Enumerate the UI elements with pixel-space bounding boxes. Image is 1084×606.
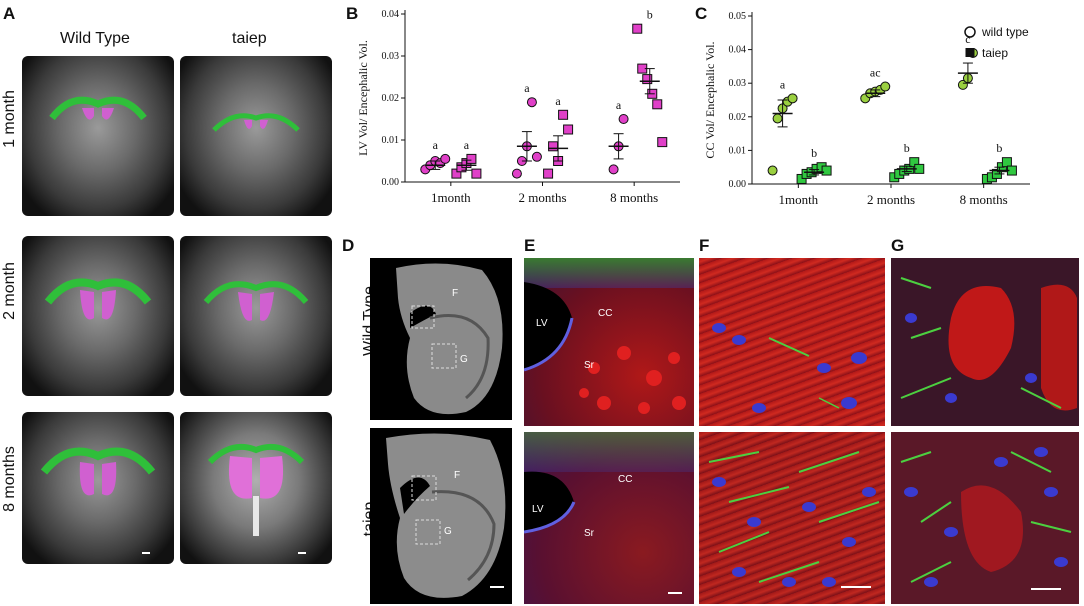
significance-letter: b — [811, 146, 817, 160]
y-tick-label: 0.03 — [382, 51, 400, 62]
region-label-cc-wt: CC — [598, 308, 613, 319]
significance-letter: a — [464, 138, 470, 152]
data-point — [787, 93, 798, 104]
data-point — [821, 165, 832, 176]
significance-letter: a — [780, 77, 786, 91]
significance-letter: a — [433, 138, 439, 152]
panel-label-e: E — [524, 236, 536, 255]
data-point — [767, 165, 778, 176]
significance-letter: c — [965, 32, 970, 46]
data-point — [471, 168, 482, 179]
confocal-e-taiep: LV CC Sr — [524, 432, 694, 604]
data-point — [451, 168, 462, 179]
data-point — [511, 168, 522, 179]
y-axis-label: LV Vol/ Encephalic Vol. — [356, 40, 370, 156]
box-label-g-taiep: G — [444, 526, 452, 537]
data-point — [526, 97, 537, 108]
legend-label-taiep: taiep — [982, 46, 1008, 60]
box-label-f-wt: F — [452, 288, 459, 299]
y-tick-label: 0.04 — [729, 45, 747, 56]
data-point — [618, 114, 629, 124]
col-title-taiep: taiep — [232, 30, 267, 47]
data-point — [909, 157, 920, 168]
box-label-f-taiep: F — [454, 470, 461, 481]
x-tick-label: 2 months — [867, 192, 915, 207]
y-tick-label: 0.01 — [382, 135, 400, 146]
data-point — [880, 81, 891, 92]
significance-letter: b — [904, 141, 910, 155]
x-tick-label: 1month — [778, 192, 818, 207]
y-tick-label: 0.00 — [729, 179, 747, 190]
y-tick-label: 0.02 — [729, 112, 747, 123]
data-point — [466, 153, 477, 164]
data-point — [543, 168, 554, 179]
data-point — [548, 141, 559, 152]
chart-c: 0.00 0.01 0.02 0.03 0.04 0.05 CC Vol/ Encephal… — [703, 11, 1030, 207]
brain-section-wild-type: F G — [370, 258, 512, 420]
significance-letter: a — [524, 81, 530, 95]
data-point — [642, 74, 653, 85]
row-label-8-months: 8 months — [1, 446, 18, 512]
panel-label-a: A — [3, 4, 16, 23]
region-label-lv-taiep: LV — [532, 504, 544, 515]
y-axis-label: CC Vol/ Encephalic Vol. — [703, 41, 717, 158]
mri-taiep-2-month — [180, 236, 332, 396]
confocal-f-wild-type — [699, 258, 885, 426]
data-point — [957, 79, 968, 90]
row-label-2-month: 2 month — [1, 262, 18, 320]
significance-letter: b — [647, 8, 653, 22]
y-tick-label: 0.03 — [729, 78, 747, 89]
data-point — [608, 164, 619, 175]
region-label-cc-taiep: CC — [618, 474, 633, 485]
x-tick-label: 1month — [431, 190, 471, 205]
mri-taiep-1-month — [180, 56, 332, 216]
confocal-g-taiep — [891, 432, 1079, 604]
data-point — [440, 153, 451, 164]
x-tick-label: 8 months — [610, 190, 658, 205]
region-label-lv-wt: LV — [536, 318, 548, 329]
mri-wildtype-1-month — [22, 56, 174, 216]
legend-marker-wild-type — [964, 26, 976, 38]
region-label-sr-wt: Sr — [584, 360, 594, 371]
significance-letter: b — [996, 141, 1002, 155]
box-label-g-wt: G — [460, 354, 468, 365]
data-point — [1001, 157, 1012, 168]
row-label-1-month: 1 month — [1, 90, 18, 148]
mri-wildtype-2-month — [22, 236, 174, 396]
x-tick-label: 8 months — [960, 192, 1008, 207]
data-point — [531, 151, 542, 162]
data-point — [657, 137, 668, 148]
data-point — [652, 99, 663, 110]
significance-letter: a — [555, 94, 561, 108]
data-point — [772, 113, 783, 124]
significance-letter: ac — [870, 66, 881, 80]
col-title-wild-type: Wild Type — [60, 30, 130, 47]
panel-label-c: C — [695, 4, 708, 23]
y-tick-label: 0.02 — [382, 93, 400, 104]
data-point — [632, 23, 643, 34]
panel-label-d: D — [342, 236, 355, 255]
chart-b: 0.00 0.01 0.02 0.03 0.04 LV Vol/ Encephalic V… — [356, 8, 680, 205]
mri-wildtype-8-months — [22, 412, 174, 564]
confocal-g-wild-type — [891, 258, 1079, 426]
panel-label-f: F — [699, 236, 710, 255]
panel-label-g: G — [891, 236, 905, 255]
region-label-sr-taiep: Sr — [584, 528, 594, 539]
confocal-f-taiep — [699, 432, 885, 604]
confocal-e-wild-type: LV CC Sr — [524, 258, 694, 426]
data-point — [558, 109, 569, 120]
legend-label-wild-type: wild type — [981, 25, 1029, 39]
legend-marker-taiep — [965, 48, 975, 57]
y-tick-label: 0.04 — [382, 9, 400, 20]
y-tick-label: 0.00 — [382, 177, 400, 188]
y-tick-label: 0.01 — [729, 145, 747, 156]
panel-label-b: B — [346, 4, 359, 23]
x-tick-label: 2 months — [518, 190, 566, 205]
significance-letter: a — [616, 98, 622, 112]
y-tick-label: 0.05 — [729, 11, 747, 22]
brain-section-taiep: F G — [370, 428, 512, 604]
mri-taiep-8-months — [180, 412, 332, 564]
data-point — [563, 124, 574, 135]
